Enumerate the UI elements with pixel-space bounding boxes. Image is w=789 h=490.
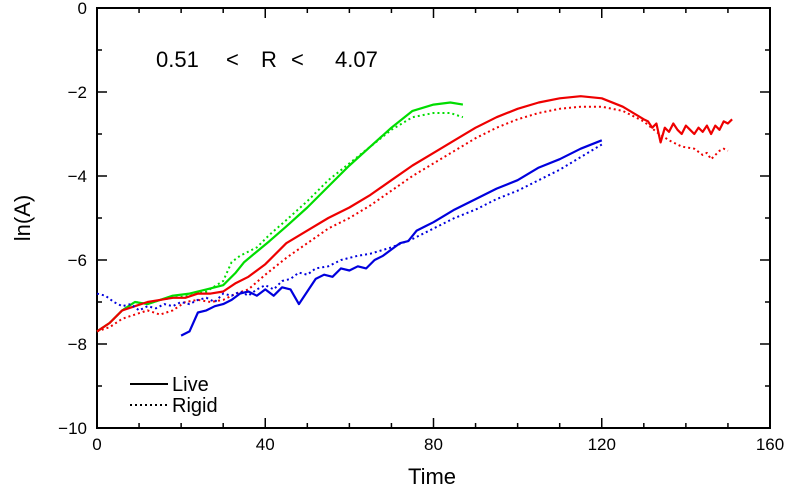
x-tick-label: 80	[424, 435, 443, 454]
tick-labels-layer: 0 40 80 120 160 0 −2 −4 −6 −8 −10	[58, 0, 784, 454]
x-tick-label: 120	[588, 435, 616, 454]
series-line-red-live	[96, 95, 733, 333]
annotation-upper-value: 4.07	[335, 47, 378, 72]
x-tick-label: 0	[92, 435, 101, 454]
annotation-variable: R	[261, 47, 277, 72]
series-line-red-rigid	[96, 105, 729, 333]
series-line-blue-live	[180, 139, 603, 337]
y-tick-label: −10	[58, 419, 87, 438]
series-line-blue-rigid	[96, 143, 603, 312]
y-tick-label: 0	[78, 0, 87, 18]
range-annotation: 0.51 < R < 4.07	[156, 47, 378, 72]
y-tick-label: −4	[68, 167, 87, 186]
annotation-lt-1: <	[226, 47, 239, 72]
legend: Live Rigid	[130, 374, 218, 417]
legend-live-label: Live	[172, 374, 209, 396]
x-axis-label: Time	[408, 464, 456, 489]
y-tick-label: −8	[68, 335, 87, 354]
series-layer	[96, 95, 733, 337]
y-tick-label: −2	[68, 83, 87, 102]
axes-layer	[96, 7, 771, 429]
series-line-green-rigid	[96, 112, 464, 333]
x-tick-label: 160	[756, 435, 784, 454]
annotation-lower-value: 0.51	[156, 47, 199, 72]
y-axis-label: ln(A)	[10, 195, 35, 241]
legend-rigid-label: Rigid	[172, 395, 218, 417]
x-tick-label: 40	[256, 435, 275, 454]
y-tick-label: −6	[68, 251, 87, 270]
annotation-lt-2: <	[291, 47, 304, 72]
series-line-green-live	[96, 101, 464, 333]
